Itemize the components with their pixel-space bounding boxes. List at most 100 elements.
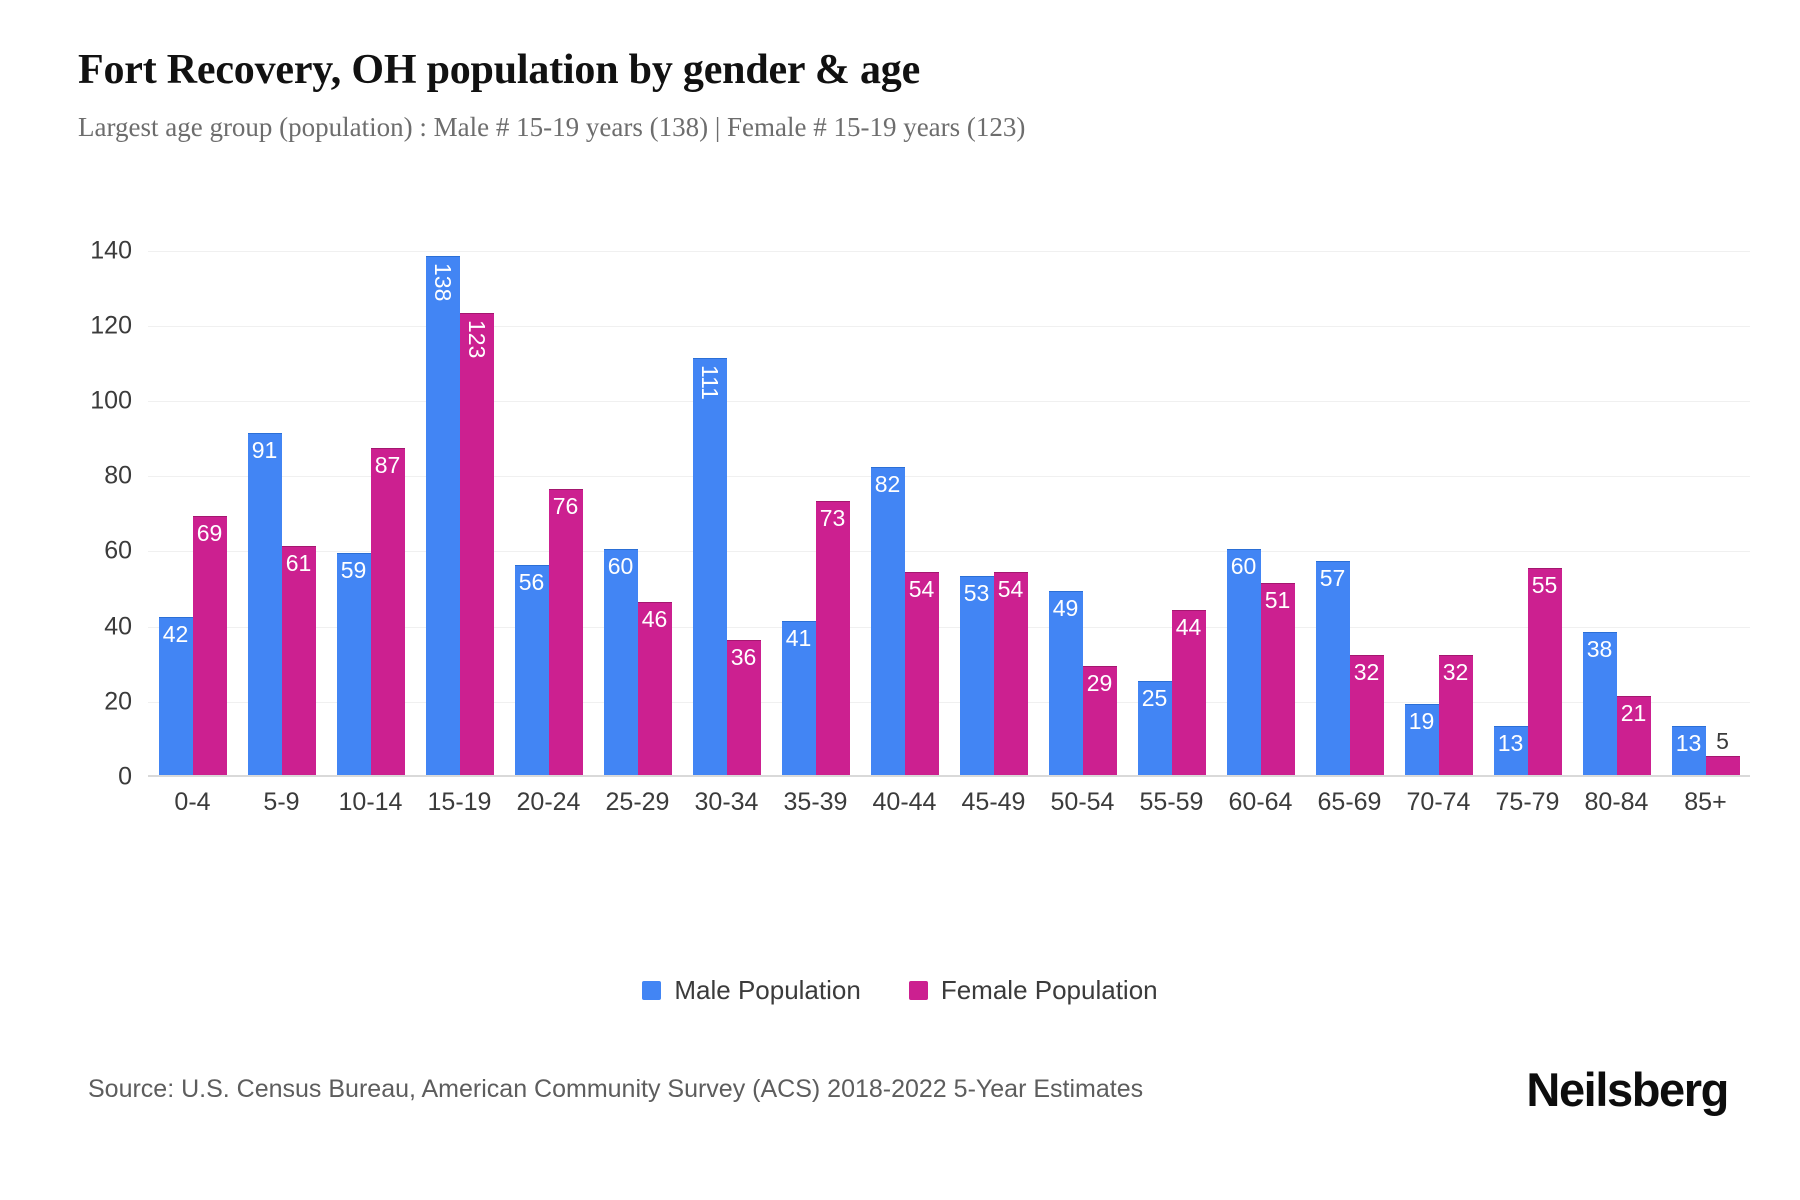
x-tick-label: 35-39: [783, 788, 848, 816]
female-bar[interactable]: 61: [281, 545, 316, 775]
female-bar[interactable]: 55: [1527, 568, 1562, 775]
bar-value-label: 87: [374, 452, 401, 478]
female-bar[interactable]: 21: [1616, 696, 1651, 775]
bar-value-label: 51: [1264, 587, 1291, 614]
male-bar[interactable]: 111: [692, 357, 727, 775]
legend-item[interactable]: Female Population: [908, 975, 1158, 1006]
y-tick-label: 60: [104, 536, 132, 565]
female-bar[interactable]: 29: [1082, 666, 1117, 775]
bar-value-label: 123: [464, 319, 490, 359]
gridline: [148, 626, 1750, 628]
female-bar[interactable]: 46: [637, 602, 672, 775]
bar-value-label: 69: [196, 519, 223, 546]
female-bar[interactable]: 51: [1260, 583, 1295, 775]
bar-value-label: 41: [785, 624, 812, 651]
bar-value-label: 91: [251, 436, 278, 463]
bar-value-label: 55: [1531, 572, 1558, 599]
female-bar[interactable]: 54: [904, 572, 939, 775]
female-bar[interactable]: 73: [815, 500, 850, 775]
male-bar[interactable]: 138: [425, 256, 460, 775]
legend-swatch-icon: [642, 981, 662, 1000]
bar-group: 38 21: [1572, 232, 1661, 775]
bar-group: 82 54: [860, 232, 949, 775]
chart-legend: Male Population Female Population: [0, 975, 1800, 1006]
male-bar[interactable]: 56: [514, 564, 549, 775]
y-tick-label: 80: [104, 461, 132, 490]
female-bar[interactable]: 36: [726, 639, 761, 775]
bar-value-label: 54: [908, 576, 935, 603]
x-tick-label: 40-44: [872, 788, 937, 816]
bar-value-label: 73: [819, 504, 846, 531]
bar-group: 111 36: [682, 232, 771, 775]
female-bar[interactable]: 5: [1705, 730, 1740, 775]
bar-value-label: 44: [1175, 613, 1202, 640]
bar-value-label: 59: [340, 557, 367, 584]
male-bar[interactable]: 13: [1671, 726, 1706, 775]
bar-group: 25 44: [1127, 232, 1216, 775]
female-bar[interactable]: 44: [1171, 609, 1206, 775]
legend-item[interactable]: Male Population: [642, 975, 861, 1006]
male-bar[interactable]: 60: [1226, 549, 1261, 775]
bar-value-label: 5: [1716, 728, 1729, 755]
legend-label: Male Population: [674, 975, 861, 1005]
x-tick-label: 5-9: [263, 788, 300, 816]
brand-logo: Neilsberg: [1526, 1063, 1729, 1116]
bar-value-label: 29: [1086, 670, 1113, 696]
male-bar[interactable]: 60: [603, 549, 638, 775]
male-bar[interactable]: 41: [781, 620, 816, 775]
x-tick-label: 55-59: [1139, 788, 1204, 816]
page-title: Fort Recovery, OH population by gender &…: [78, 47, 921, 93]
x-tick-label: 30-34: [694, 788, 759, 816]
bar-group: 60 46: [593, 232, 682, 775]
male-bar[interactable]: 13: [1493, 726, 1528, 775]
x-tick-label: 20-24: [516, 788, 581, 816]
bar-group: 53 54: [949, 232, 1038, 775]
bar-group: 41 73: [771, 232, 860, 775]
male-bar[interactable]: 25: [1137, 681, 1172, 775]
x-tick-label: 80-84: [1584, 788, 1649, 816]
bar-group: 42 69: [148, 232, 237, 775]
gridline: [148, 551, 1750, 553]
male-bar[interactable]: 53: [959, 575, 994, 775]
bar-value-label: 32: [1442, 658, 1469, 685]
male-bar[interactable]: 57: [1315, 560, 1350, 775]
x-tick-label: 70-74: [1406, 788, 1471, 816]
bar-group: 13 5: [1661, 232, 1750, 775]
bar-value-label: 38: [1586, 636, 1613, 663]
x-tick-label: 60-64: [1228, 788, 1293, 816]
bar-groups: 42 69 91 61 59 87 138 123 56 76 60 46 111 36 41 73 82 54 5…: [148, 232, 1750, 775]
y-tick-label: 140: [90, 236, 132, 265]
female-bar[interactable]: 32: [1438, 654, 1473, 775]
bar-value-label: 61: [285, 549, 312, 576]
bar-value-label: 49: [1052, 594, 1079, 621]
male-bar[interactable]: 59: [336, 553, 371, 775]
x-tick-label: 0-4: [174, 788, 211, 816]
bar-value-label: 36: [730, 643, 757, 670]
male-bar[interactable]: 38: [1582, 632, 1617, 775]
x-tick-label: 85+: [1684, 788, 1727, 816]
female-bar[interactable]: 87: [370, 448, 405, 775]
bar-group: 49 29: [1038, 232, 1127, 775]
female-bar[interactable]: 123: [459, 312, 494, 775]
male-bar[interactable]: 42: [158, 617, 193, 775]
female-bar[interactable]: 54: [993, 572, 1028, 775]
bar-value-label: 42: [162, 621, 189, 648]
bar-value-label: 57: [1319, 564, 1346, 591]
x-tick-label: 50-54: [1050, 788, 1115, 816]
y-tick-label: 40: [104, 612, 132, 641]
y-tick-label: 120: [90, 311, 132, 340]
x-tick-label: 75-79: [1495, 788, 1560, 816]
female-bar[interactable]: 76: [548, 489, 583, 775]
male-bar[interactable]: 49: [1048, 590, 1083, 775]
chart-subtitle: Largest age group (population) : Male # …: [78, 112, 1026, 143]
male-bar[interactable]: 91: [247, 432, 282, 775]
male-bar[interactable]: 82: [870, 466, 905, 775]
male-bar[interactable]: 19: [1404, 703, 1439, 775]
bar-value-label: 138: [430, 263, 456, 302]
bar-value-label: 82: [874, 470, 901, 497]
female-bar[interactable]: 69: [192, 515, 227, 775]
source-note: Source: U.S. Census Bureau, American Com…: [88, 1075, 1144, 1103]
plot-area: 0 20 40 60 80 100 120 140 42 69 91 61 59 87 138 123 56 7…: [0, 232, 1800, 816]
female-bar[interactable]: 32: [1349, 654, 1384, 775]
